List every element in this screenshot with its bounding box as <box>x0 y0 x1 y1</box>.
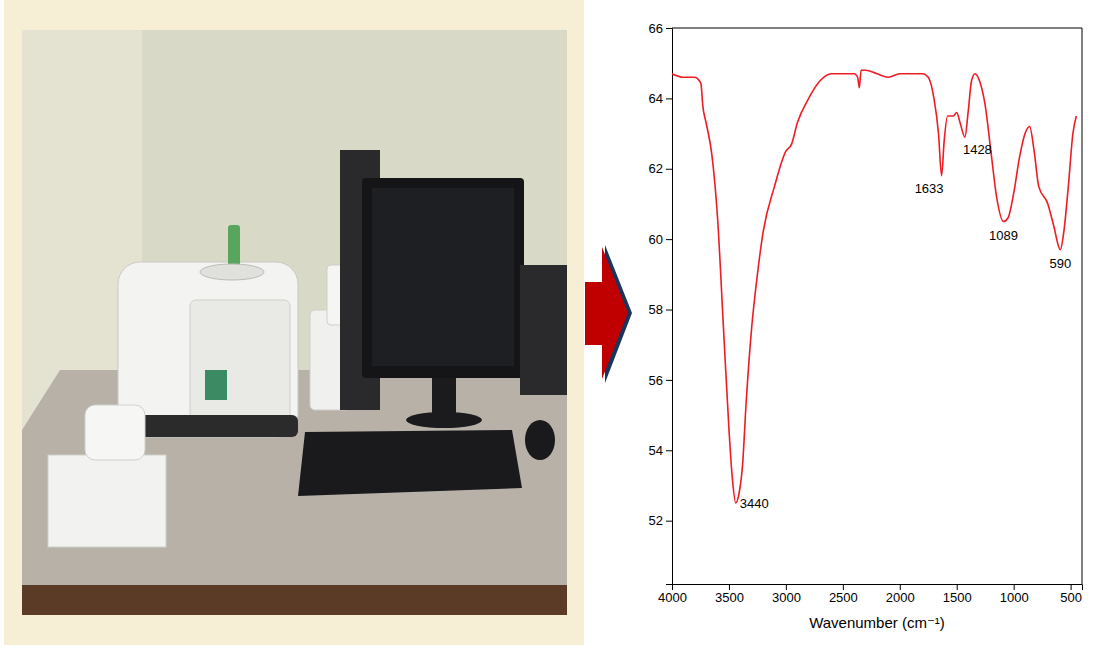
y-tick-label: 60 <box>649 232 663 247</box>
photo-box <box>48 455 166 547</box>
x-tick: 3500 <box>715 584 744 605</box>
y-tick-label: 62 <box>649 161 663 176</box>
photo-frame <box>4 0 584 645</box>
x-tick-label: 2000 <box>886 590 915 605</box>
plot-frame-top <box>672 28 1082 29</box>
y-tick: 60 <box>649 232 672 247</box>
x-tick-label: 1000 <box>1000 590 1029 605</box>
y-tick-mark <box>666 169 672 170</box>
x-tick: 1000 <box>1000 584 1029 605</box>
y-tick-label: 52 <box>649 513 663 528</box>
photo-wall <box>22 30 567 615</box>
x-tick-label: 4000 <box>658 590 687 605</box>
x-tick: 2500 <box>829 584 858 605</box>
x-tick-mark <box>957 584 958 590</box>
photo-side-device <box>520 265 567 395</box>
arrow <box>585 247 628 379</box>
peak-label: 3440 <box>740 496 769 511</box>
x-tick-label: 3000 <box>772 590 801 605</box>
x-tick-mark <box>1071 584 1072 590</box>
x-axis-line <box>673 585 1083 591</box>
y-tick-label: 58 <box>649 302 663 317</box>
page: 4000 3500 3000 2500 2000 1500 1000 500 52 54 56 58 6… <box>0 0 1104 645</box>
photo-spectrometer-door <box>190 300 290 430</box>
y-tick-mark <box>666 310 672 311</box>
y-tick: 62 <box>649 161 672 176</box>
y-tick-mark <box>666 380 672 381</box>
x-axis: 4000 3500 3000 2500 2000 1500 1000 500 <box>658 584 1082 605</box>
x-tick-label: 3500 <box>715 590 744 605</box>
x-tick-label: 1500 <box>943 590 972 605</box>
y-tick-mark <box>666 450 672 451</box>
plot-frame-right <box>1082 28 1083 584</box>
y-tick-label: 66 <box>649 21 663 36</box>
y-tick: 54 <box>649 443 672 458</box>
x-tick-mark <box>843 584 844 590</box>
peak-label: 1428 <box>963 142 992 157</box>
y-tick-mark <box>666 28 672 29</box>
y-tick-label: 56 <box>649 373 663 388</box>
x-axis-title: Wavenumber (cm⁻¹) <box>809 614 945 631</box>
x-tick: 1500 <box>943 584 972 605</box>
x-tick-mark <box>729 584 730 590</box>
x-tick: 2000 <box>886 584 915 605</box>
y-tick-mark <box>666 98 672 99</box>
peak-label: 1633 <box>915 181 944 196</box>
x-tick-mark <box>1014 584 1015 590</box>
photo-screen <box>372 188 514 366</box>
photo-keyboard <box>298 430 522 496</box>
photo-roll <box>85 405 145 460</box>
y-tick: 52 <box>649 513 672 528</box>
y-tick: 56 <box>649 373 672 388</box>
y-tick-label: 54 <box>649 443 663 458</box>
x-tick-label: 500 <box>1060 590 1082 605</box>
x-tick-mark <box>900 584 901 590</box>
photo-spectrometer <box>118 262 298 437</box>
y-tick-mark <box>666 239 672 240</box>
x-tick-mark <box>786 584 787 590</box>
y-tick: 58 <box>649 302 672 317</box>
y-tick: 66 <box>649 21 672 36</box>
y-tick: 64 <box>649 91 672 106</box>
photo-monitor <box>362 178 524 378</box>
photo-spectrometer-panel <box>205 370 227 400</box>
x-tick: 4000 <box>658 584 687 605</box>
photo-sample-plate <box>200 264 264 280</box>
spectrum-line <box>672 70 1076 503</box>
photo-desk-edge <box>22 585 567 615</box>
y-tick-label: 64 <box>649 91 663 106</box>
x-tick: 3000 <box>772 584 801 605</box>
y-axis: 52 54 56 58 60 62 64 66 <box>649 21 673 585</box>
plot-area <box>672 70 1076 503</box>
y-axis-line <box>666 29 673 585</box>
photo-sample-holder <box>228 225 240 270</box>
photo-monitor-foot <box>406 412 482 428</box>
peak-label: 590 <box>1050 256 1072 271</box>
x-tick-label: 2500 <box>829 590 858 605</box>
peak-label: 1089 <box>989 228 1018 243</box>
x-tick: 500 <box>1060 584 1082 605</box>
photo-mouse <box>525 420 555 460</box>
y-tick-mark <box>666 521 672 522</box>
